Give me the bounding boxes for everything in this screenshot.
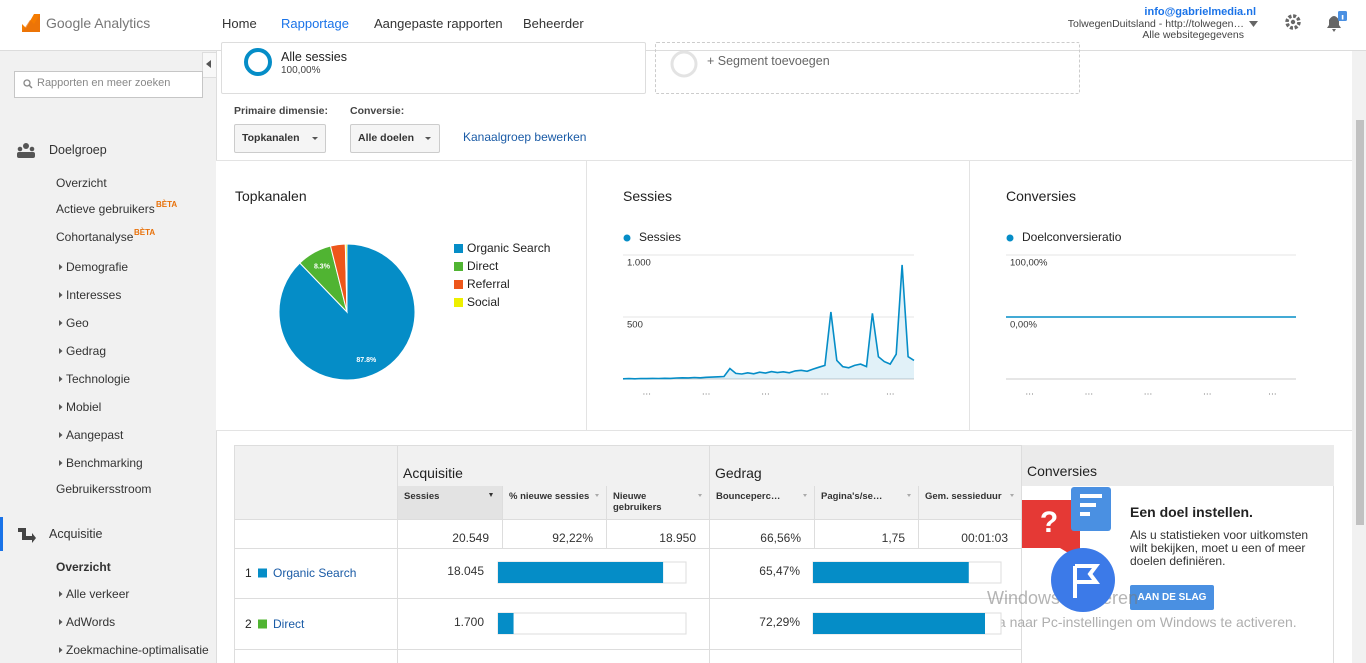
bounce-value: 65,47% xyxy=(759,563,800,578)
column-header[interactable]: Bounceperc… xyxy=(716,491,781,502)
nav-link[interactable]: Geo xyxy=(66,315,89,330)
total-value: 00:01:03 xyxy=(961,530,1008,545)
group-title: Acquisitie xyxy=(403,464,463,481)
nav-link[interactable]: Mobiel xyxy=(66,399,102,414)
segment-share: 100,00% xyxy=(281,65,321,76)
nav-link[interactable]: Aangepast xyxy=(66,427,124,442)
chart-title: Topkanalen xyxy=(235,187,307,204)
conversion-value: Alle doelen xyxy=(358,131,415,144)
goal-text: Als u statistieken voor uitkomsten wilt … xyxy=(1130,528,1309,568)
nav-link[interactable]: Actieve gebruikers xyxy=(56,201,155,216)
account-email[interactable]: info@gabrielmedia.nl xyxy=(1144,6,1256,19)
nav-item[interactable]: Beheerder xyxy=(523,16,584,32)
row-rank: 1 xyxy=(245,565,252,580)
section-title[interactable]: Doelgroep xyxy=(49,142,107,157)
collapse-tab[interactable] xyxy=(202,52,217,78)
goal-title: Een doel instellen. xyxy=(1130,503,1253,520)
chart-title: Sessies xyxy=(623,187,673,204)
column-header[interactable]: Gem. sessieduur xyxy=(925,491,1002,502)
chart-title: Conversies xyxy=(1006,187,1077,204)
total-value: 1,75 xyxy=(881,530,905,545)
edit-link[interactable]: Kanaalgroep bewerken xyxy=(463,129,587,144)
nav-item[interactable]: Rapportage xyxy=(281,16,349,32)
column-divider xyxy=(397,445,398,663)
chart-row xyxy=(216,160,1352,431)
goal-button[interactable]: AAN DE SLAG xyxy=(1130,585,1214,610)
total-value: 66,56% xyxy=(760,530,801,545)
column-divider xyxy=(502,486,503,548)
nav-link[interactable]: Gebruikersstroom xyxy=(56,481,152,496)
nav-link[interactable]: Zoekmachine-optimalisatie xyxy=(66,642,209,657)
section-title[interactable]: Acquisitie xyxy=(49,526,103,541)
row-divider xyxy=(235,548,1021,549)
dimension-dropdown[interactable] xyxy=(234,124,326,153)
row-divider xyxy=(235,598,1021,599)
beta-badge: BÈTA xyxy=(156,200,178,209)
dimension-label: Primaire dimensie: xyxy=(234,104,328,117)
group-title: Conversies xyxy=(1027,462,1098,479)
conversion-label: Conversie: xyxy=(350,104,405,117)
account-view[interactable]: Alle websitegegevens xyxy=(1142,28,1244,41)
total-value: 20.549 xyxy=(452,530,489,545)
nav-item[interactable]: Aangepaste rapporten xyxy=(374,16,503,32)
group-title: Gedrag xyxy=(715,464,762,481)
logo-text: Google Analytics xyxy=(46,14,151,31)
nav-link[interactable]: Overzicht xyxy=(56,559,111,574)
panel-divider xyxy=(969,160,970,430)
column-header[interactable]: % nieuwe sessies xyxy=(509,491,590,502)
column-divider xyxy=(606,486,607,548)
column-divider xyxy=(709,445,710,663)
beta-badge: BÈTA xyxy=(134,228,156,237)
nav-link[interactable]: AdWords xyxy=(66,614,116,629)
column-divider xyxy=(1021,445,1022,663)
nav-item[interactable]: Home xyxy=(222,16,257,32)
row-divider xyxy=(235,649,1021,650)
nav-link[interactable]: Technologie xyxy=(66,371,131,386)
account-property[interactable]: TolwegenDuitsland - http://tolwegen… xyxy=(1067,17,1244,30)
nav-link[interactable]: Alle verkeer xyxy=(66,586,130,601)
total-value: 18.950 xyxy=(659,530,696,545)
column-header[interactable]: Sessies xyxy=(404,491,440,502)
column-header[interactable]: Pagina's/se… xyxy=(821,491,883,502)
add-segment-text[interactable]: + Segment toevoegen xyxy=(707,53,830,68)
nav-link[interactable]: Benchmarking xyxy=(66,455,143,470)
watermark-text: Ga naar Pc-instellingen om Windows te ac… xyxy=(987,613,1297,630)
bounce-value: 72,29% xyxy=(759,614,800,629)
nav-link[interactable]: Overzicht xyxy=(56,175,107,190)
sessions-value: 1.700 xyxy=(453,614,484,629)
search-placeholder: Rapporten en meer zoeken xyxy=(37,77,171,90)
panel-divider xyxy=(586,160,587,430)
dimension-value: Topkanalen xyxy=(242,131,300,144)
column-header[interactable]: Nieuwe gebruikers xyxy=(613,491,662,513)
column-divider xyxy=(918,486,919,548)
conversion-group-bg xyxy=(1021,445,1334,486)
sorted-column-bg xyxy=(397,486,502,519)
total-value: 92,22% xyxy=(552,530,593,545)
column-divider xyxy=(814,486,815,548)
nav-link[interactable]: Gedrag xyxy=(66,343,107,358)
channel-link[interactable]: Organic Search xyxy=(273,565,357,580)
section-active-bar xyxy=(0,517,3,551)
group-header-bg xyxy=(235,446,1021,486)
segment-box[interactable] xyxy=(221,42,646,94)
nav-link[interactable]: Cohortanalyse xyxy=(56,229,134,244)
channel-link[interactable]: Direct xyxy=(273,616,305,631)
segment-name: Alle sessies xyxy=(281,49,347,64)
search-box[interactable] xyxy=(14,71,203,98)
row-rank: 2 xyxy=(245,616,252,631)
column-header-bg xyxy=(235,486,1021,520)
nav-link[interactable]: Demografie xyxy=(66,259,129,274)
scrollbar-thumb[interactable] xyxy=(1356,120,1364,525)
nav-link[interactable]: Interesses xyxy=(66,287,122,302)
watermark-title: Windows activeren xyxy=(987,588,1139,609)
add-segment-box[interactable] xyxy=(655,42,1080,94)
sessions-value: 18.045 xyxy=(447,563,484,578)
